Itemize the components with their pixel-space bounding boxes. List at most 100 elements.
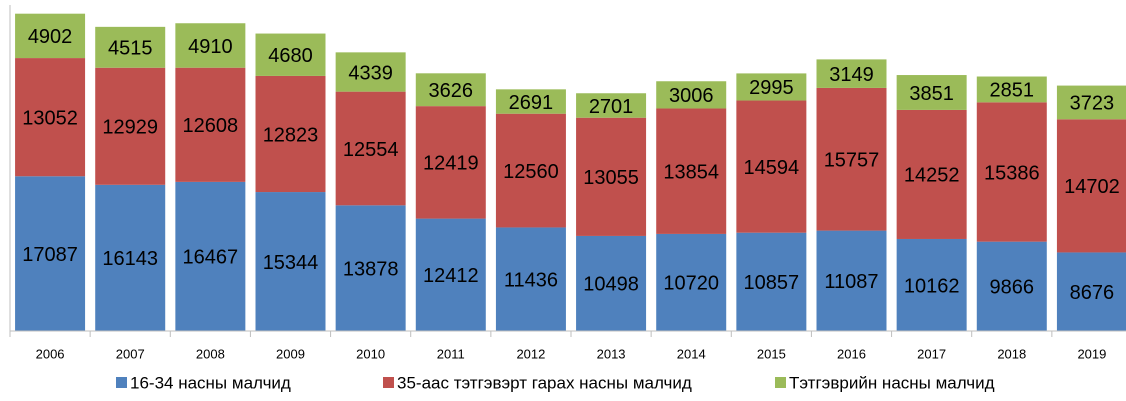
bar-segment [15,13,86,59]
bar-segment [1056,119,1126,253]
legend-swatch [116,377,127,388]
data-label: 3149 [829,64,874,86]
data-label: 2995 [749,77,794,99]
bar-segment [576,117,647,236]
x-tick-label: 2016 [837,346,866,361]
data-label: 12823 [263,124,319,146]
data-label: 10162 [904,275,960,297]
bar-segment [335,52,406,92]
data-label: 2701 [589,96,634,118]
data-label: 2851 [990,80,1035,102]
data-label: 10498 [583,274,639,296]
bar-segment [1056,252,1126,331]
data-label: 4910 [188,36,233,58]
bar-segment [736,100,807,233]
data-label: 12929 [102,117,158,139]
bar-segment [255,75,326,193]
bar-segment [495,113,566,228]
data-label: 13055 [583,167,639,189]
bar-segment [335,91,406,206]
data-label: 13052 [22,107,78,129]
bar-segment [576,235,647,331]
data-label: 2691 [509,92,554,114]
data-label: 3626 [429,80,474,102]
bar-segment [415,73,486,107]
legend-label: 16-34 насны малчид [130,373,291,392]
x-tick-label: 2010 [356,346,385,361]
data-label: 10720 [663,273,719,295]
data-label: 10857 [744,272,800,294]
plot: 17087 13052 4902 2006 16143 12929 4515 2007 1646… [9,5,1126,392]
bar-segment [335,205,406,331]
data-label: 15386 [984,162,1040,184]
data-label: 16467 [183,247,239,269]
data-label: 14594 [744,157,800,179]
bar-segment [415,106,486,219]
legend-label: 35-аас тэтгэвэрт гарах насны малчид [397,373,692,392]
data-label: 8676 [1070,282,1115,304]
data-label: 11436 [504,270,558,292]
data-label: 14252 [904,165,960,187]
bar-segment [175,23,246,68]
bar-segment [656,233,727,331]
data-label: 17087 [22,244,78,266]
x-tick-label: 2018 [997,346,1026,361]
data-label: 12419 [423,153,479,175]
legend-swatch [775,377,786,388]
data-label: 16143 [102,248,158,270]
data-label: 4902 [28,26,73,48]
x-tick-label: 2017 [917,346,946,361]
bar-segment [175,67,246,182]
bar-segment [656,81,727,109]
bar-segment [95,26,166,68]
data-label: 4680 [268,45,313,67]
x-tick-label: 2006 [36,346,65,361]
data-label: 4515 [108,38,153,60]
bar-segment [15,58,86,177]
bar-segment [816,59,887,88]
data-label: 12608 [183,115,239,137]
data-label: 12554 [343,139,399,161]
legend-swatch [383,377,394,388]
legend-label: Тэтгэврийн насны малчид [789,373,995,392]
x-tick-label: 2014 [677,346,706,361]
bar-segment [896,75,967,110]
data-label: 15344 [263,252,319,274]
x-tick-label: 2007 [116,346,145,361]
bar-segment [95,67,166,185]
data-label: 14702 [1064,176,1120,198]
data-label: 12560 [503,161,559,183]
data-label: 9866 [990,277,1035,299]
bar-segment [15,176,86,331]
bar-segment [95,184,166,331]
bar-segment [736,73,807,101]
bar-segment [816,87,887,231]
data-label: 13854 [663,161,719,183]
data-label: 15757 [824,150,880,172]
x-tick-label: 2012 [516,346,545,361]
data-label: 11087 [824,271,878,293]
data-label: 3723 [1070,93,1115,115]
bar-segment [896,109,967,239]
x-tick-label: 2019 [1077,346,1106,361]
bar-segment [255,192,326,331]
bar-segment [656,108,727,234]
x-tick-label: 2013 [597,346,626,361]
x-tick-label: 2015 [757,346,786,361]
bar-segment [495,89,566,114]
bar-segment [1056,85,1126,120]
bar-segment [576,93,647,118]
x-tick-label: 2008 [196,346,225,361]
data-label: 12412 [423,265,479,287]
bar-segment [976,76,1047,103]
bar-segment [976,102,1047,242]
x-tick-label: 2009 [276,346,305,361]
bar-segment [415,218,486,331]
bar-segment [175,181,246,331]
bar-segment [816,230,887,331]
bar-segment [896,238,967,331]
data-label: 13878 [343,258,399,280]
data-label: 3851 [909,83,954,105]
x-tick-label: 2011 [437,346,465,361]
